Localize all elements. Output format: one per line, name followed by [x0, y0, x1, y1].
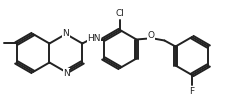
Text: F: F: [189, 86, 194, 96]
Text: HN: HN: [87, 34, 100, 43]
Text: N: N: [62, 29, 69, 38]
Text: O: O: [147, 31, 154, 40]
Text: N: N: [63, 69, 70, 78]
Text: Cl: Cl: [115, 10, 124, 19]
